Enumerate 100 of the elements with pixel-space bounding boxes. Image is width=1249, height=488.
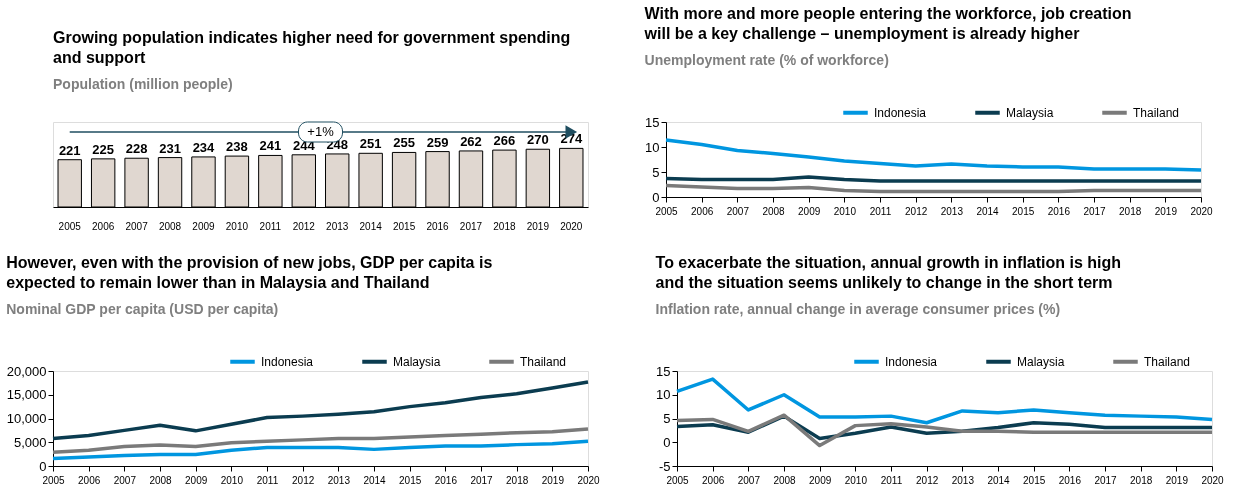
y-tick-label: 15 [645, 114, 660, 130]
x-tick-label: 2008 [149, 474, 173, 486]
x-tick-label: 2017 [459, 220, 483, 232]
chart-title: With more and more people entering the workforce, job creation will be a key challenge – unemployment is already higher [643, 5, 1132, 42]
x-tick-label: 2015 [399, 474, 422, 486]
line-series [675, 413, 1214, 448]
y-tick-label: 10,000 [6, 411, 47, 426]
x-tick-label: 2018 [1130, 474, 1153, 486]
y-tick-label: 20,000 [6, 363, 47, 379]
x-tick-label: 2020 [577, 474, 601, 486]
data-label: 221 [58, 142, 81, 158]
x-tick-label: 2016 [426, 220, 450, 232]
y-tick-label: 15,000 [6, 387, 47, 403]
x-tick-label: 2009 [185, 474, 208, 486]
line-series [51, 380, 590, 441]
x-tick-label: 2014 [976, 205, 1000, 217]
x-tick-label: 2006 [691, 205, 714, 217]
data-label: 228 [125, 141, 148, 157]
x-tick-label: 2010 [220, 474, 244, 486]
x-tick-label: 2016 [1047, 205, 1071, 217]
x-tick-label: 2009 [798, 205, 821, 217]
x-tick-label: 2011 [256, 474, 279, 486]
data-label: 262 [460, 133, 482, 149]
x-tick-label: 2007 [113, 474, 137, 486]
chart-subtitle: Population (million people) [53, 75, 233, 92]
x-tick-label: 2020 [1190, 205, 1214, 217]
x-tick-label: 2013 [326, 220, 349, 232]
x-tick-label: 2017 [1083, 205, 1107, 217]
x-tick-label: 2016 [1058, 474, 1082, 486]
legend-label: Thailand [1144, 354, 1191, 369]
x-tick-label: 2018 [1119, 205, 1142, 217]
chart-title: Growing population indicates higher need for government spending and support [53, 28, 571, 66]
legend-label: Thailand [520, 354, 567, 369]
legend-label: Indonesia [261, 354, 314, 369]
y-tick-label: 0 [652, 189, 660, 205]
x-tick-label: 2014 [359, 220, 383, 232]
x-tick-label: 2006 [78, 474, 101, 486]
x-tick-label: 2019 [1154, 205, 1178, 217]
x-tick-label: 2009 [809, 474, 832, 486]
data-label: 251 [359, 136, 382, 152]
y-tick-label: 5,000 [13, 434, 47, 450]
data-label: 241 [259, 138, 282, 154]
x-tick-label: 2012 [292, 220, 316, 232]
x-tick-label: 2019 [541, 474, 565, 486]
x-tick-label: 2018 [506, 474, 529, 486]
y-tick-label: 10 [656, 387, 671, 403]
x-tick-label: 2015 [1023, 474, 1046, 486]
y-tick-label: 5 [652, 164, 660, 180]
x-tick-label: 2013 [940, 205, 964, 217]
x-tick-label: 2020 [560, 220, 583, 232]
chart-subtitle: Unemployment rate (% of workforce) [644, 52, 889, 68]
x-tick-label: 2008 [158, 220, 182, 232]
x-tick-label: 2008 [762, 205, 786, 217]
x-tick-label: 2007 [737, 474, 761, 486]
x-tick-label: 2015 [392, 220, 416, 232]
line-series [51, 439, 590, 461]
y-tick-label: 10 [645, 139, 660, 155]
x-tick-label: 2012 [292, 474, 315, 486]
x-tick-label: 2008 [773, 474, 797, 486]
legend-label: Malaysia [1006, 105, 1054, 120]
legend-label: Indonesia [874, 105, 927, 120]
y-tick-label: 15 [656, 363, 671, 379]
data-label: 244 [292, 137, 316, 153]
x-tick-label: 2005 [58, 220, 82, 232]
x-tick-label: 2013 [951, 474, 975, 486]
x-tick-label: 2019 [1165, 474, 1189, 486]
x-tick-label: 2011 [880, 474, 903, 486]
line-series [664, 138, 1203, 172]
chart-subtitle: Inflation rate, annual change in average consumer prices (%) [655, 301, 1061, 317]
chart-title: To exacerbate the situation, annual growth in inflation is high and the situation seems unlikely to change in the short term [655, 254, 1122, 291]
x-tick-label: 2010 [225, 220, 249, 232]
legend-label: Malaysia [393, 354, 441, 369]
data-label: 270 [526, 132, 549, 148]
data-label: 266 [493, 133, 516, 149]
x-tick-label: 2005 [655, 205, 679, 217]
x-tick-label: 2013 [327, 474, 351, 486]
line-series [51, 427, 590, 454]
x-tick-label: 2010 [833, 205, 857, 217]
x-tick-label: 2011 [869, 205, 892, 217]
data-label: 259 [426, 134, 449, 150]
data-label: 255 [393, 135, 415, 151]
text: +1% [307, 124, 335, 139]
x-tick-label: 2007 [726, 205, 750, 217]
x-tick-label: 2006 [92, 220, 115, 232]
y-tick-label: 0 [39, 458, 47, 474]
x-tick-label: 2017 [1094, 474, 1118, 486]
x-tick-label: 2019 [526, 220, 550, 232]
chart-title: However, even with the provision of new jobs, GDP per capita is expected to remain lower than in Malaysia and Thailand [6, 254, 493, 291]
x-tick-label: 2015 [1012, 205, 1035, 217]
x-tick-label: 2020 [1201, 474, 1225, 486]
data-label: 231 [159, 140, 181, 156]
x-tick-label: 2014 [987, 474, 1011, 486]
chart-subtitle: Nominal GDP per capita (USD per capita) [6, 301, 279, 317]
line-series [675, 377, 1214, 425]
x-tick-label: 2016 [434, 474, 458, 486]
x-tick-label: 2009 [192, 220, 216, 232]
x-tick-label: 2012 [916, 474, 939, 486]
x-tick-label: 2007 [125, 220, 149, 232]
x-tick-label: 2012 [905, 205, 928, 217]
y-tick-label: 5 [663, 411, 671, 426]
